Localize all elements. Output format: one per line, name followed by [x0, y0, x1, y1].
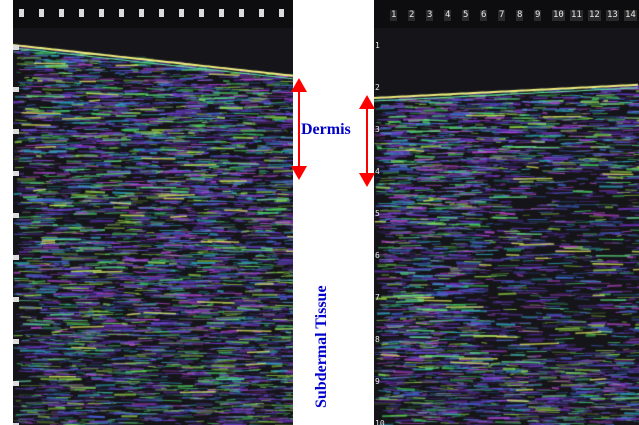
side-scale-number: 6: [375, 251, 380, 260]
top-scale-number: 12: [588, 10, 601, 21]
ultrasound-texture-left: [13, 0, 293, 425]
ultrasound-texture-right: [374, 0, 639, 425]
side-scale-number: 10: [375, 419, 385, 425]
top-scale-number: 10: [552, 10, 565, 21]
side-scale-number: 3: [375, 125, 380, 134]
top-scale-number: 13: [606, 10, 619, 21]
top-tick-mark: [39, 9, 44, 17]
side-tick-mark: [13, 423, 19, 425]
top-scale-number: 9: [534, 10, 542, 21]
top-tick-mark: [279, 9, 284, 17]
ultrasound-image-right: 1 2 3 4 5 6 7 8 9 10 11 12 13 14 1 2 3 4 5 6 7 8 9 10: [374, 0, 639, 425]
side-tick-mark: [13, 45, 19, 50]
side-tick-mark: [13, 213, 19, 218]
top-tick-mark: [219, 9, 224, 17]
dermis-label: Dermis: [301, 121, 351, 138]
dermis-arrow-left: [291, 78, 307, 180]
side-tick-mark: [13, 171, 19, 176]
top-scale-number: 4: [444, 10, 452, 21]
side-scale-number: 9: [375, 377, 380, 386]
top-tick-mark: [59, 9, 64, 17]
side-scale-number: 2: [375, 83, 380, 92]
top-tick-mark: [259, 9, 264, 17]
top-scale-number: 2: [408, 10, 416, 21]
top-scale-number: 3: [426, 10, 434, 21]
side-scale-number: 1: [375, 41, 380, 50]
top-scale-number: 11: [570, 10, 583, 21]
top-tick-mark: [19, 9, 24, 17]
side-tick-mark: [13, 381, 19, 386]
top-scale-number: 7: [498, 10, 506, 21]
side-tick-mark: [13, 297, 19, 302]
side-tick-mark: [13, 129, 19, 134]
top-scale-number: 14: [624, 10, 637, 21]
top-scale-number: 6: [480, 10, 488, 21]
top-scale-number: 1: [390, 10, 398, 21]
subdermal-tissue-label: Subdermal Tissue: [313, 285, 330, 408]
side-scale-number: 4: [375, 167, 380, 176]
top-tick-mark: [99, 9, 104, 17]
side-scale-number: 8: [375, 335, 380, 344]
side-tick-mark: [13, 255, 19, 260]
top-tick-mark: [139, 9, 144, 17]
side-tick-mark: [13, 339, 19, 344]
top-tick-mark: [79, 9, 84, 17]
side-tick-mark: [13, 87, 19, 92]
side-scale-number: 5: [375, 209, 380, 218]
top-ruler-left: [13, 0, 293, 28]
dermis-arrow-right: [359, 95, 375, 187]
top-scale-number: 8: [516, 10, 524, 21]
top-tick-mark: [159, 9, 164, 17]
side-scale-number: 7: [375, 293, 380, 302]
top-tick-mark: [239, 9, 244, 17]
ultrasound-image-left: [13, 0, 293, 425]
top-tick-mark: [179, 9, 184, 17]
top-tick-mark: [199, 9, 204, 17]
top-tick-mark: [119, 9, 124, 17]
top-scale-number: 5: [462, 10, 470, 21]
